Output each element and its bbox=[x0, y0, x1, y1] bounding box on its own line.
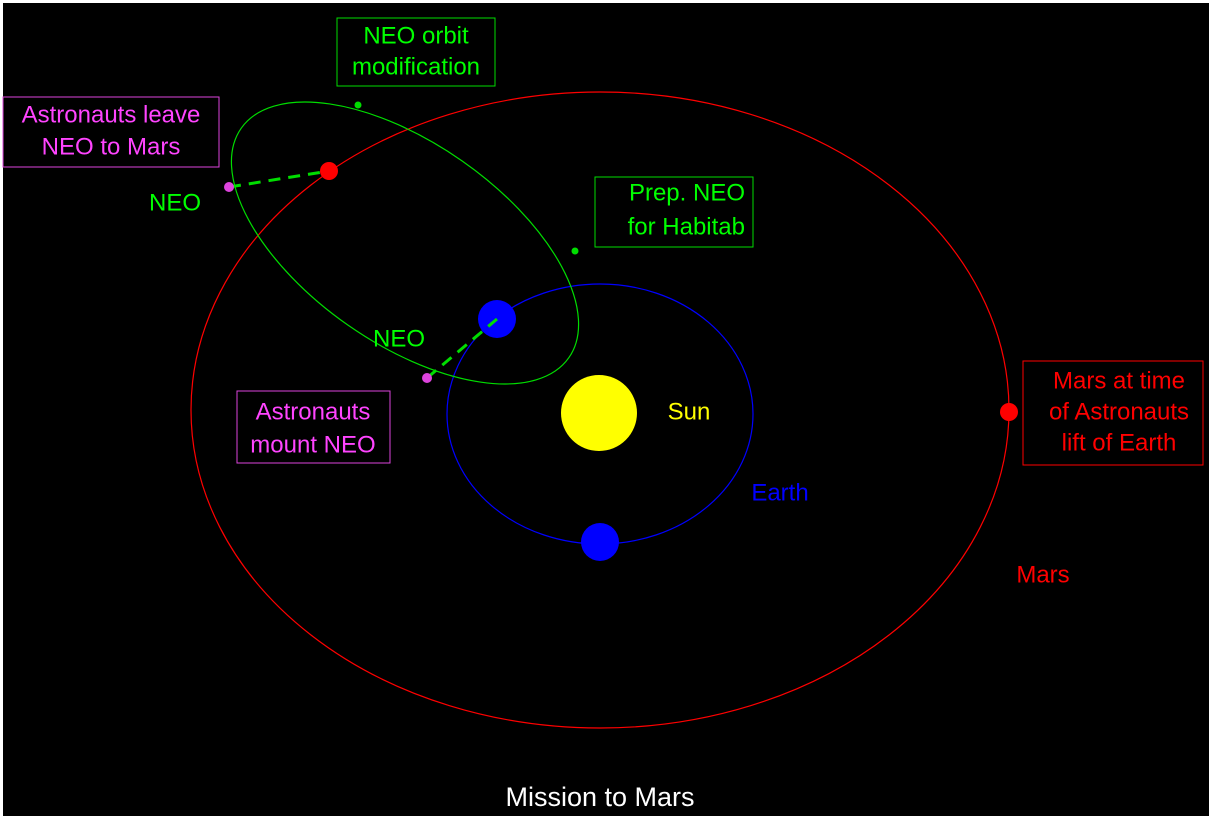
label: mount NEO bbox=[250, 431, 375, 458]
label: NEO bbox=[149, 189, 201, 216]
transfer-path bbox=[228, 169, 330, 189]
label-box bbox=[1022, 360, 1204, 466]
label: Earth bbox=[751, 479, 808, 506]
label: lift of Earth bbox=[1062, 429, 1177, 456]
transfer-path bbox=[426, 317, 498, 380]
label: NEO orbit bbox=[363, 22, 469, 49]
earth-planet bbox=[581, 523, 619, 561]
label-box bbox=[2, 96, 220, 168]
label-box bbox=[336, 17, 496, 87]
label: Astronauts leave bbox=[22, 101, 201, 128]
label: Mars bbox=[1016, 561, 1069, 588]
label: for Habitab bbox=[628, 213, 745, 240]
label-box bbox=[594, 176, 754, 248]
label: NEO bbox=[373, 325, 425, 352]
label: modification bbox=[352, 53, 480, 80]
label: Astronauts bbox=[256, 398, 371, 425]
neo-orbit bbox=[230, 101, 580, 385]
diagram-title: Mission to Mars bbox=[505, 782, 694, 812]
astronaut-point bbox=[224, 182, 234, 192]
mars-planet bbox=[320, 162, 338, 180]
label: Prep. NEO bbox=[629, 179, 745, 206]
label: Sun bbox=[668, 398, 711, 425]
astronaut-point bbox=[422, 373, 432, 383]
label: of Astronauts bbox=[1049, 398, 1189, 425]
label-box bbox=[236, 390, 391, 464]
neo-point bbox=[571, 247, 579, 255]
label: NEO to Mars bbox=[42, 133, 181, 160]
label: Mars at time bbox=[1053, 367, 1185, 394]
mars-planet bbox=[1000, 403, 1018, 421]
neo-point bbox=[354, 101, 362, 109]
sun bbox=[561, 375, 637, 451]
